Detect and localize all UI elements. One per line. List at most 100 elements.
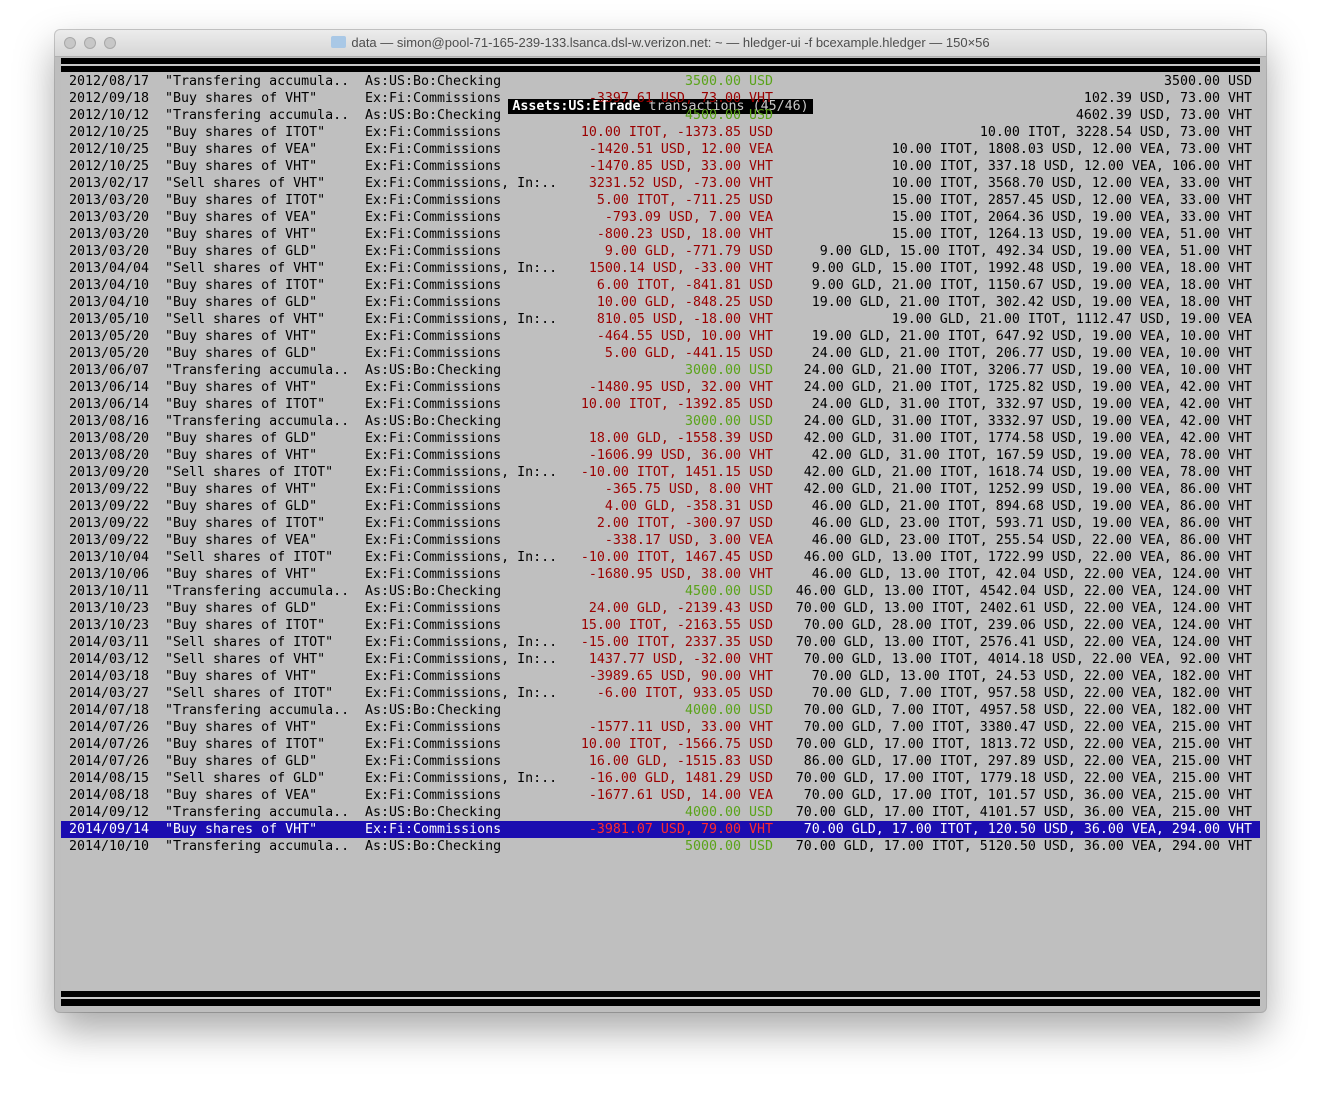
account-cell: Ex:Fi:Commissions (365, 618, 502, 633)
change-cell: 6.00 ITOT, -841.81 USD (596, 278, 773, 293)
table-row[interactable]: 2014/09/12 "Transfering accumula.. As:US:B… (61, 804, 1260, 821)
table-row[interactable]: 2014/03/18 "Buy shares of VHT" Ex:Fi:Commi… (61, 668, 1260, 685)
change-cell: 810.05 USD, -18.00 VHT (596, 312, 773, 327)
table-row-selected[interactable]: 2014/09/14 "Buy shares of VHT" Ex:Fi:Commi… (61, 821, 1260, 838)
change-cell: 4000.00 USD (684, 805, 773, 820)
date-cell: 2014/03/12 (69, 652, 150, 667)
table-row[interactable]: 2014/03/11 "Sell shares of ITOT" Ex:Fi:Com… (61, 634, 1260, 651)
balance-cell: 24.00 GLD, 21.00 ITOT, 1725.82 USD, 19.0… (803, 380, 1252, 395)
description-cell: "Buy shares of VHT" (165, 822, 318, 837)
table-row[interactable]: 2013/09/22 "Buy shares of VHT" Ex:Fi:Commi… (61, 481, 1260, 498)
table-row[interactable]: 2014/10/10 "Transfering accumula.. As:US:B… (61, 838, 1260, 855)
table-row[interactable]: 2013/06/14 "Buy shares of ITOT" Ex:Fi:Comm… (61, 396, 1260, 413)
change-cell: 3231.52 USD, -73.00 VHT (588, 176, 773, 191)
table-row[interactable]: 2013/10/04 "Sell shares of ITOT" Ex:Fi:Com… (61, 549, 1260, 566)
table-row[interactable]: 2013/04/10 "Buy shares of ITOT" Ex:Fi:Comm… (61, 277, 1260, 294)
description-cell: "Transfering accumula.. (165, 805, 350, 820)
table-row[interactable]: 2013/03/20 "Buy shares of VHT" Ex:Fi:Commi… (61, 226, 1260, 243)
date-cell: 2013/03/20 (69, 227, 150, 242)
balance-cell: 24.00 GLD, 31.00 ITOT, 3332.97 USD, 19.0… (803, 414, 1252, 429)
account-cell: Ex:Fi:Commissions, In:.. (365, 771, 558, 786)
table-row[interactable]: 2013/10/23 "Buy shares of ITOT" Ex:Fi:Comm… (61, 617, 1260, 634)
close-button[interactable] (64, 37, 76, 49)
table-row[interactable]: 2013/09/22 "Buy shares of VEA" Ex:Fi:Commi… (61, 532, 1260, 549)
description-cell: "Transfering accumula.. (165, 363, 350, 378)
table-row[interactable]: 2013/09/20 "Sell shares of ITOT" Ex:Fi:Com… (61, 464, 1260, 481)
table-row[interactable]: 2013/10/11 "Transfering accumula.. As:US:B… (61, 583, 1260, 600)
table-row[interactable]: 2012/10/25 "Buy shares of VHT" Ex:Fi:Commi… (61, 158, 1260, 175)
balance-cell: 46.00 GLD, 23.00 ITOT, 593.71 USD, 19.00… (811, 516, 1252, 531)
table-row[interactable]: 2014/03/12 "Sell shares of VHT" Ex:Fi:Comm… (61, 651, 1260, 668)
account-cell: Ex:Fi:Commissions (365, 567, 502, 582)
table-row[interactable]: 2013/05/10 "Sell shares of VHT" Ex:Fi:Comm… (61, 311, 1260, 328)
table-row[interactable]: 2013/03/20 "Buy shares of ITOT" Ex:Fi:Comm… (61, 192, 1260, 209)
change-cell: 10.00 GLD, -848.25 USD (596, 295, 773, 310)
change-cell: 1437.77 USD, -32.00 VHT (588, 652, 773, 667)
date-cell: 2014/07/26 (69, 720, 150, 735)
balance-cell: 3500.00 USD (1163, 74, 1252, 89)
table-row[interactable]: 2013/05/20 "Buy shares of GLD" Ex:Fi:Commi… (61, 345, 1260, 362)
date-cell: 2013/03/20 (69, 193, 150, 208)
description-cell: "Buy shares of VHT" (165, 159, 318, 174)
description-cell: "Buy shares of ITOT" (165, 618, 326, 633)
table-row[interactable]: 2013/02/17 "Sell shares of VHT" Ex:Fi:Comm… (61, 175, 1260, 192)
change-cell: 10.00 ITOT, -1566.75 USD (580, 737, 773, 752)
table-row[interactable]: 2014/08/15 "Sell shares of GLD" Ex:Fi:Comm… (61, 770, 1260, 787)
date-cell: 2013/08/20 (69, 431, 150, 446)
table-row[interactable]: 2013/05/20 "Buy shares of VHT" Ex:Fi:Commi… (61, 328, 1260, 345)
table-row[interactable]: 2012/10/25 "Buy shares of VEA" Ex:Fi:Commi… (61, 141, 1260, 158)
table-row[interactable]: 2013/10/23 "Buy shares of GLD" Ex:Fi:Commi… (61, 600, 1260, 617)
table-row[interactable]: 2014/07/26 "Buy shares of VHT" Ex:Fi:Commi… (61, 719, 1260, 736)
table-row[interactable]: 2013/08/16 "Transfering accumula.. As:US:B… (61, 413, 1260, 430)
table-row[interactable]: 2013/10/06 "Buy shares of VHT" Ex:Fi:Commi… (61, 566, 1260, 583)
account-cell: Ex:Fi:Commissions (365, 380, 502, 395)
table-row[interactable]: 2014/07/18 "Transfering accumula.. As:US:B… (61, 702, 1260, 719)
table-row[interactable]: 2012/10/25 "Buy shares of ITOT" Ex:Fi:Comm… (61, 124, 1260, 141)
table-row[interactable]: 2013/03/20 "Buy shares of GLD" Ex:Fi:Commi… (61, 243, 1260, 260)
table-row[interactable]: 2013/04/04 "Sell shares of VHT" Ex:Fi:Comm… (61, 260, 1260, 277)
table-row[interactable]: 2014/07/26 "Buy shares of GLD" Ex:Fi:Commi… (61, 753, 1260, 770)
balance-cell: 70.00 GLD, 17.00 ITOT, 1813.72 USD, 22.0… (795, 737, 1252, 752)
change-cell: 3500.00 USD (684, 74, 773, 89)
date-cell: 2014/03/18 (69, 669, 150, 684)
table-row[interactable]: 2013/09/22 "Buy shares of GLD" Ex:Fi:Commi… (61, 498, 1260, 515)
change-cell: 10.00 ITOT, -1392.85 USD (580, 397, 773, 412)
balance-cell: 42.00 GLD, 31.00 ITOT, 1774.58 USD, 19.0… (803, 431, 1252, 446)
zoom-button[interactable] (104, 37, 116, 49)
table-row[interactable]: 2013/03/20 "Buy shares of VEA" Ex:Fi:Commi… (61, 209, 1260, 226)
description-cell: "Sell shares of ITOT" (165, 635, 334, 650)
terminal-screen[interactable]: Assets:US:ETrade transactions (45/46) 20… (61, 57, 1260, 1007)
date-cell: 2013/06/14 (69, 380, 150, 395)
table-row[interactable]: 2013/08/20 "Buy shares of VHT" Ex:Fi:Commi… (61, 447, 1260, 464)
date-cell: 2014/03/27 (69, 686, 150, 701)
balance-cell: 19.00 GLD, 21.00 ITOT, 302.42 USD, 19.00… (811, 295, 1252, 310)
table-row[interactable]: 2014/08/18 "Buy shares of VEA" Ex:Fi:Commi… (61, 787, 1260, 804)
table-row[interactable]: 2012/09/18 "Buy shares of VHT" Ex:Fi:Commi… (61, 90, 1260, 107)
date-cell: 2013/10/11 (69, 584, 150, 599)
change-cell: 4000.00 USD (684, 703, 773, 718)
date-cell: 2013/10/04 (69, 550, 150, 565)
table-row[interactable]: 2013/06/14 "Buy shares of VHT" Ex:Fi:Commi… (61, 379, 1260, 396)
account-cell: Ex:Fi:Commissions (365, 499, 502, 514)
table-row[interactable]: 2012/10/12 "Transfering accumula.. As:US:B… (61, 107, 1260, 124)
table-row[interactable]: 2013/04/10 "Buy shares of GLD" Ex:Fi:Commi… (61, 294, 1260, 311)
table-row[interactable]: 2014/03/27 "Sell shares of ITOT" Ex:Fi:Com… (61, 685, 1260, 702)
table-row[interactable]: 2012/08/17 "Transfering accumula.. As:US:B… (61, 73, 1260, 90)
table-row[interactable]: 2013/06/07 "Transfering accumula.. As:US:B… (61, 362, 1260, 379)
balance-cell: 42.00 GLD, 21.00 ITOT, 1252.99 USD, 19.0… (803, 482, 1252, 497)
table-row[interactable]: 2014/07/26 "Buy shares of ITOT" Ex:Fi:Comm… (61, 736, 1260, 753)
balance-cell: 70.00 GLD, 13.00 ITOT, 4014.18 USD, 22.0… (803, 652, 1252, 667)
table-row[interactable]: 2013/09/22 "Buy shares of ITOT" Ex:Fi:Comm… (61, 515, 1260, 532)
account-cell: As:US:Bo:Checking (365, 108, 502, 123)
change-cell: 18.00 GLD, -1558.39 USD (588, 431, 773, 446)
balance-cell: 46.00 GLD, 23.00 ITOT, 255.54 USD, 22.00… (811, 533, 1252, 548)
table-row[interactable]: 2013/08/20 "Buy shares of GLD" Ex:Fi:Commi… (61, 430, 1260, 447)
date-cell: 2012/08/17 (69, 74, 150, 89)
account-cell: Ex:Fi:Commissions (365, 91, 502, 106)
transaction-list[interactable]: 2012/08/17 "Transfering accumula.. As:US:B… (61, 73, 1260, 855)
account-cell: Ex:Fi:Commissions, In:.. (365, 312, 558, 327)
description-cell: "Buy shares of GLD" (165, 346, 318, 361)
account-cell: As:US:Bo:Checking (365, 363, 502, 378)
minimize-button[interactable] (84, 37, 96, 49)
date-cell: 2013/09/22 (69, 482, 150, 497)
